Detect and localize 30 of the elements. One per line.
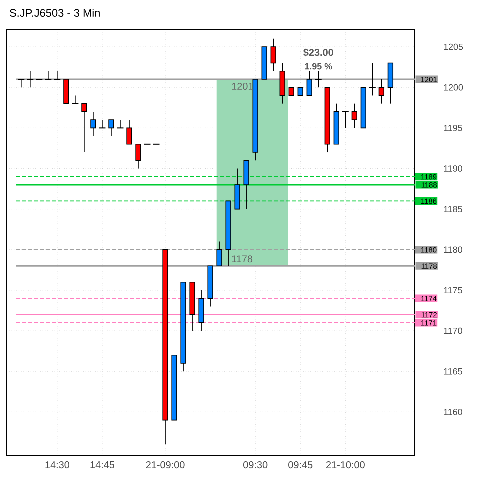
x-tick-label: 14:45 — [90, 462, 115, 468]
x-tick-label: 21-10:00 — [326, 462, 365, 469]
candlestick — [216, 241, 222, 267]
candlestick — [82, 103, 88, 153]
y-tick-label: 1200 — [444, 84, 464, 91]
candlestick — [136, 144, 142, 170]
x-tick-label: 14:30 — [46, 462, 70, 469]
chart-title: S.JP.J6503 - 3 Min — [10, 8, 100, 18]
x-tick-label: 09:30 — [244, 462, 268, 469]
annotation: 1.95 % — [305, 63, 332, 70]
candlestick — [378, 79, 385, 104]
annotation: $23.00 — [304, 48, 334, 57]
y-tick-label: 1185 — [444, 206, 462, 213]
y-tick-label: 1190 — [444, 166, 462, 172]
y-tick-label: 1195 — [444, 125, 462, 132]
candlestick — [306, 70, 312, 96]
candlestick — [108, 120, 114, 137]
y-tick-label: 1165 — [444, 368, 462, 375]
candlestick — [352, 103, 358, 129]
annotation: 1178 — [232, 256, 253, 263]
candlestick — [90, 112, 96, 137]
y-tick-label: 1175 — [444, 287, 462, 294]
y-tick-label: 1170 — [444, 328, 462, 334]
y-tick-label: 1160 — [444, 409, 462, 416]
candlestick — [126, 120, 132, 145]
y-tick-label: 1180 — [444, 246, 462, 254]
x-tick-label: 09:45 — [288, 462, 313, 469]
x-tick-label: 21-09:00 — [146, 462, 185, 469]
y-tick-label: 1205 — [444, 44, 464, 50]
candlestick — [270, 38, 276, 72]
